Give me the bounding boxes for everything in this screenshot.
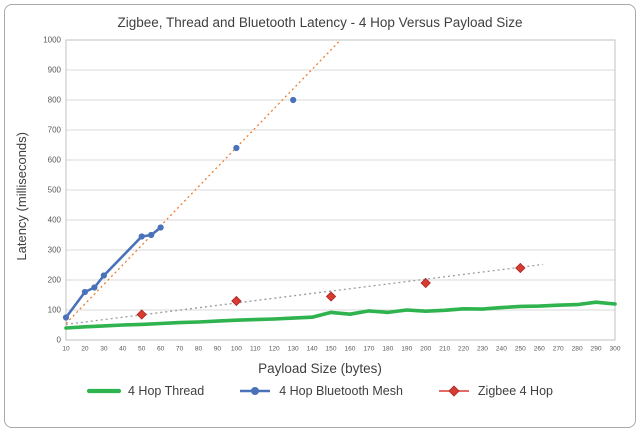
legend-swatch-icon	[438, 385, 469, 397]
x-tick-label: 300	[609, 346, 620, 353]
y-tick-label: 600	[47, 156, 61, 165]
x-axis-title: Payload Size (bytes)	[258, 361, 382, 376]
legend-item-4-hop-thread: 4 Hop Thread	[87, 384, 204, 398]
x-tick-label: 30	[100, 346, 108, 353]
y-tick-label: 1000	[43, 36, 61, 45]
y-tick-label: 500	[47, 186, 61, 195]
legend-label: 4 Hop Bluetooth Mesh	[279, 384, 403, 398]
legend-item-zigbee-4-hop: Zigbee 4 Hop	[437, 384, 553, 398]
y-tick-label: 400	[47, 216, 61, 225]
x-tick-label: 40	[119, 346, 127, 353]
x-tick-label: 90	[213, 346, 221, 353]
circle-marker	[157, 224, 164, 231]
legend-swatch-icon	[87, 388, 121, 394]
x-tick-label: 10	[62, 346, 70, 353]
chart-row: Latency (milliseconds) 0 100 200 300 400 500 6…	[12, 32, 629, 360]
x-tick-label: 230	[476, 346, 487, 353]
circle-marker	[90, 284, 97, 291]
x-tick-label: 180	[382, 346, 393, 353]
circle-marker	[232, 144, 239, 152]
x-tick-label: 250	[514, 346, 525, 353]
x-tick-label: 150	[325, 346, 336, 353]
circle-marker	[147, 231, 154, 239]
diamond-marker	[230, 295, 242, 307]
legend-item-4-hop-bluetooth-mesh: 4 Hop Bluetooth Mesh	[238, 384, 403, 398]
x-tick-label: 80	[194, 346, 202, 353]
y-axis-title: Latency (milliseconds)	[13, 131, 29, 261]
chart-title: Zigbee, Thread and Bluetooth Latency - 4…	[117, 15, 523, 30]
y-tick-label: 800	[47, 96, 61, 105]
x-tick-label: 110	[250, 346, 261, 353]
x-tick-label: 240	[495, 346, 506, 353]
legend-label: 4 Hop Thread	[128, 384, 205, 398]
circle-marker	[289, 96, 296, 104]
plot-border	[65, 39, 615, 341]
x-tick-label: 170	[363, 346, 374, 353]
diamond-marker	[136, 309, 147, 320]
y-tick-label: 900	[47, 66, 61, 75]
plot-area: 0 100 200 300 400 500 600 700 800 900 1000 10 20 30 40…	[43, 36, 621, 353]
x-tick-label: 120	[268, 346, 279, 353]
chart-frame: Zigbee, Thread and Bluetooth Latency - 4…	[4, 4, 636, 428]
x-tick-label: 270	[552, 346, 563, 353]
circle-marker	[62, 314, 69, 321]
y-tick-label: 300	[47, 246, 61, 255]
legend-label: Zigbee 4 Hop	[477, 384, 553, 398]
x-tick-label: 130	[287, 346, 298, 353]
x-tick-label: 20	[81, 346, 89, 353]
x-tick-label: 260	[533, 346, 544, 353]
diamond-marker	[420, 277, 431, 289]
x-tick-label: 50	[138, 346, 146, 353]
x-tick-label: 60	[156, 346, 164, 353]
x-tick-label: 70	[175, 346, 183, 353]
circle-marker	[100, 272, 107, 279]
diamond-marker	[325, 291, 336, 302]
x-tick-label: 100	[230, 346, 241, 353]
circle-marker	[81, 288, 88, 296]
trendline	[65, 40, 341, 324]
x-tick-label: 210	[439, 346, 450, 353]
x-tick-label: 290	[590, 346, 601, 353]
y-tick-label: 0	[56, 336, 61, 345]
x-tick-label: 200	[420, 346, 431, 353]
y-tick-label: 100	[47, 306, 61, 315]
y-tick-label: 200	[47, 276, 61, 285]
legend-swatch-icon	[240, 387, 271, 395]
x-tick-label: 160	[344, 346, 355, 353]
y-tick-label: 700	[47, 126, 61, 135]
x-tick-label: 280	[571, 346, 582, 353]
legend: 4 Hop Thread 4 Hop Bluetooth Mesh Zigbee 4…	[87, 384, 553, 398]
x-tick-label: 190	[401, 346, 412, 353]
circle-marker	[138, 233, 145, 240]
x-tick-label: 220	[458, 346, 469, 353]
diamond-marker	[514, 262, 526, 274]
series-line	[63, 300, 617, 330]
x-tick-label: 140	[306, 346, 317, 353]
